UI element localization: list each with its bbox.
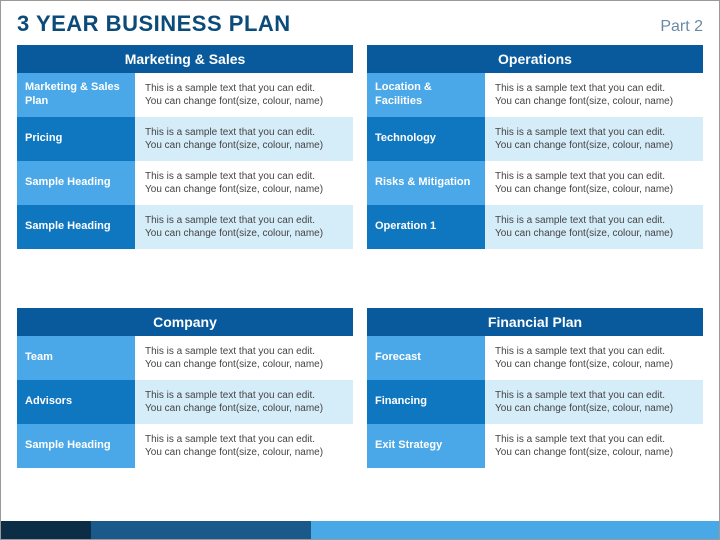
row-description: This is a sample text that you can edit.… [485,161,703,205]
row-description-line: You can change font(size, colour, name) [145,95,343,109]
row-description: This is a sample text that you can edit.… [485,117,703,161]
footer-segment [1,521,91,539]
row-description-line: This is a sample text that you can edit. [495,82,693,96]
panel-row: TeamThis is a sample text that you can e… [17,336,353,380]
row-description-line: This is a sample text that you can edit. [145,170,343,184]
slide-part-label: Part 2 [660,18,703,36]
row-label: Advisors [17,380,135,424]
row-description-line: You can change font(size, colour, name) [145,358,343,372]
panel-header: Company [17,308,353,336]
slide-footer-stripe [1,521,719,539]
panel-row: Marketing & Sales PlanThis is a sample t… [17,73,353,117]
panels-grid: Marketing & SalesMarketing & Sales PlanT… [1,45,719,521]
row-description-line: This is a sample text that you can edit. [145,389,343,403]
row-description-line: This is a sample text that you can edit. [495,126,693,140]
panel: Marketing & SalesMarketing & Sales PlanT… [17,45,353,294]
row-label: Sample Heading [17,161,135,205]
panel: OperationsLocation & FacilitiesThis is a… [367,45,703,294]
row-description-line: You can change font(size, colour, name) [495,227,693,241]
row-description-line: This is a sample text that you can edit. [495,433,693,447]
panel: CompanyTeamThis is a sample text that yo… [17,308,353,513]
row-description-line: This is a sample text that you can edit. [145,126,343,140]
row-description-line: This is a sample text that you can edit. [145,433,343,447]
row-label: Sample Heading [17,205,135,249]
row-description-line: You can change font(size, colour, name) [145,139,343,153]
row-description-line: This is a sample text that you can edit. [145,345,343,359]
panel: Financial PlanForecastThis is a sample t… [367,308,703,513]
row-description: This is a sample text that you can edit.… [485,424,703,468]
panel-header: Marketing & Sales [17,45,353,73]
row-description: This is a sample text that you can edit.… [485,380,703,424]
row-description: This is a sample text that you can edit.… [485,73,703,117]
row-description-line: This is a sample text that you can edit. [495,389,693,403]
panel-row: Location & FacilitiesThis is a sample te… [367,73,703,117]
row-description: This is a sample text that you can edit.… [135,117,353,161]
row-description-line: You can change font(size, colour, name) [145,446,343,460]
panel-header: Operations [367,45,703,73]
row-label: Technology [367,117,485,161]
panel-header: Financial Plan [367,308,703,336]
row-label: Pricing [17,117,135,161]
row-description: This is a sample text that you can edit.… [135,336,353,380]
row-description-line: This is a sample text that you can edit. [495,214,693,228]
row-description-line: This is a sample text that you can edit. [495,345,693,359]
row-description-line: You can change font(size, colour, name) [495,95,693,109]
row-description-line: This is a sample text that you can edit. [495,170,693,184]
row-label: Exit Strategy [367,424,485,468]
footer-segment [91,521,311,539]
row-description: This is a sample text that you can edit.… [135,205,353,249]
panel-row: TechnologyThis is a sample text that you… [367,117,703,161]
row-label: Operation 1 [367,205,485,249]
slide-title: 3 YEAR BUSINESS PLAN [17,11,291,37]
row-description-line: You can change font(size, colour, name) [145,183,343,197]
row-description: This is a sample text that you can edit.… [485,336,703,380]
row-label: Risks & Mitigation [367,161,485,205]
panel-row: FinancingThis is a sample text that you … [367,380,703,424]
footer-segment [311,521,719,539]
row-description-line: You can change font(size, colour, name) [495,358,693,372]
row-label: Team [17,336,135,380]
row-label: Marketing & Sales Plan [17,73,135,117]
row-description-line: This is a sample text that you can edit. [145,82,343,96]
panel-row: Sample HeadingThis is a sample text that… [17,205,353,249]
panel-row: Exit StrategyThis is a sample text that … [367,424,703,468]
row-description: This is a sample text that you can edit.… [135,424,353,468]
row-description-line: You can change font(size, colour, name) [495,183,693,197]
row-description: This is a sample text that you can edit.… [135,380,353,424]
panel-row: Operation 1This is a sample text that yo… [367,205,703,249]
panel-row: Risks & MitigationThis is a sample text … [367,161,703,205]
slide-header: 3 YEAR BUSINESS PLAN Part 2 [1,1,719,45]
panel-row: AdvisorsThis is a sample text that you c… [17,380,353,424]
row-description-line: You can change font(size, colour, name) [495,446,693,460]
row-description-line: You can change font(size, colour, name) [145,402,343,416]
panel-row: PricingThis is a sample text that you ca… [17,117,353,161]
row-description-line: You can change font(size, colour, name) [145,227,343,241]
row-label: Forecast [367,336,485,380]
row-description-line: You can change font(size, colour, name) [495,402,693,416]
row-label: Location & Facilities [367,73,485,117]
row-label: Financing [367,380,485,424]
row-description-line: You can change font(size, colour, name) [495,139,693,153]
panel-row: Sample HeadingThis is a sample text that… [17,424,353,468]
panel-row: ForecastThis is a sample text that you c… [367,336,703,380]
row-description: This is a sample text that you can edit.… [485,205,703,249]
panel-row: Sample HeadingThis is a sample text that… [17,161,353,205]
row-description-line: This is a sample text that you can edit. [145,214,343,228]
row-label: Sample Heading [17,424,135,468]
row-description: This is a sample text that you can edit.… [135,161,353,205]
row-description: This is a sample text that you can edit.… [135,73,353,117]
